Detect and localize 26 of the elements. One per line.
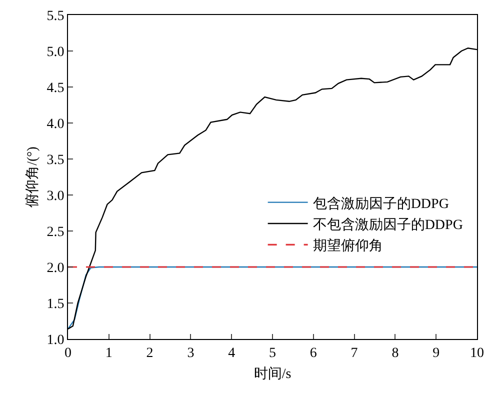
y-tick-label: 1.5 — [46, 296, 64, 312]
x-tick-label: 10 — [470, 346, 484, 361]
y-tick-label: 1.0 — [46, 332, 64, 348]
x-tick-label: 2 — [146, 346, 154, 361]
x-tick-label: 8 — [392, 346, 399, 361]
x-tick-label: 3 — [187, 346, 194, 361]
x-tick-label: 6 — [310, 346, 317, 361]
x-tick-label: 4 — [228, 346, 236, 361]
x-tick-label: 5 — [269, 346, 276, 361]
y-tick-label: 3.0 — [46, 188, 64, 204]
legend-label: 期望俯仰角 — [312, 238, 383, 254]
y-axis-title: 俯仰角/(°) — [24, 146, 40, 208]
y-tick-label: 2.5 — [46, 224, 64, 240]
y-tick-label: 4.0 — [46, 116, 64, 132]
x-tick-label: 0 — [64, 346, 72, 361]
y-tick-label: 3.5 — [46, 152, 64, 168]
y-tick-label: 2.0 — [46, 260, 64, 276]
y-tick-label: 5.0 — [46, 44, 64, 60]
x-tick-label: 7 — [350, 346, 358, 361]
x-tick-label: 9 — [432, 346, 440, 361]
y-tick-label: 5.5 — [46, 8, 64, 24]
legend-label: 不包含激励因子的DDPG — [312, 216, 463, 233]
legend-label: 包含激励因子的DDPG — [312, 196, 449, 212]
x-tick-label: 1 — [105, 346, 112, 361]
x-axis-title: 时间/s — [254, 366, 292, 382]
y-tick-label: 4.5 — [46, 80, 64, 96]
